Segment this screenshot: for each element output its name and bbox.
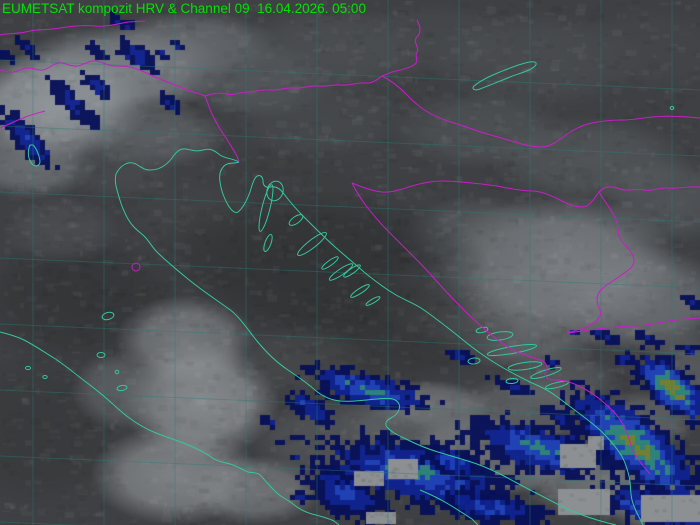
graticule-line: [0, 389, 700, 421]
graticule-line: [0, 323, 700, 355]
border-hungary-croatia: [381, 75, 700, 148]
island-elba: [101, 311, 115, 321]
coastline-italy-tyrrhenian: [0, 331, 340, 525]
border-switzerland-italy: [0, 110, 46, 129]
graticule-line: [0, 59, 700, 91]
border-serbia-south: [566, 317, 700, 334]
island-cres: [258, 184, 274, 232]
island-brac: [486, 331, 514, 341]
graticule-line: [0, 125, 700, 157]
coastline-north-adriatic: [115, 148, 240, 175]
border-croatia-bosnia-sava: [351, 180, 700, 208]
island-pag: [297, 231, 327, 257]
coastlines-layer: [0, 61, 675, 525]
island-vis: [467, 357, 481, 365]
border-austria-slovenia: [204, 75, 383, 97]
island-dugi-otok: [328, 263, 354, 281]
border-italy-slovenia: [204, 95, 240, 163]
island-outline: [343, 264, 361, 278]
border-alps-north: [0, 20, 146, 36]
island-lastovo: [505, 377, 519, 385]
border-italy-austria: [0, 60, 206, 97]
island-outline: [669, 106, 675, 110]
island-outline: [42, 375, 48, 379]
peninsula-peljesac: [530, 367, 562, 379]
border-austria-hungary: [381, 19, 421, 77]
island-outline: [114, 369, 120, 375]
island-korcula: [507, 361, 543, 371]
island-outline: [116, 384, 128, 392]
country-borders-layer: [0, 19, 700, 475]
border-croatia-bosnia-dinaric: [351, 182, 633, 451]
island-rab: [288, 214, 304, 226]
island-outline: [25, 365, 31, 371]
lake-balaton-outline: [472, 61, 537, 91]
graticule-line: [0, 191, 700, 223]
image-title-overlay: EUMETSAT kompozit HRV & Channel 09 16.04…: [2, 1, 366, 16]
border-enclave-outline: [131, 262, 141, 272]
island-solta: [475, 326, 489, 334]
island-outline: [96, 352, 106, 358]
coastline-italy-adriatic: [114, 173, 617, 525]
island-kornati: [350, 284, 370, 298]
coastline-croatia-dalmatia: [219, 161, 644, 525]
island-outline: [321, 256, 339, 270]
graticule-line: [0, 257, 700, 289]
border-bosnia-serbia-drina: [566, 191, 635, 334]
coastline-south-italy: [419, 489, 479, 525]
island-hvar: [486, 343, 538, 357]
lake-garda-outline: [27, 144, 41, 167]
graticule-line: [0, 455, 700, 487]
border-montenegro-albania: [631, 449, 651, 475]
island-outline: [365, 296, 381, 306]
island-losinj: [263, 233, 273, 253]
